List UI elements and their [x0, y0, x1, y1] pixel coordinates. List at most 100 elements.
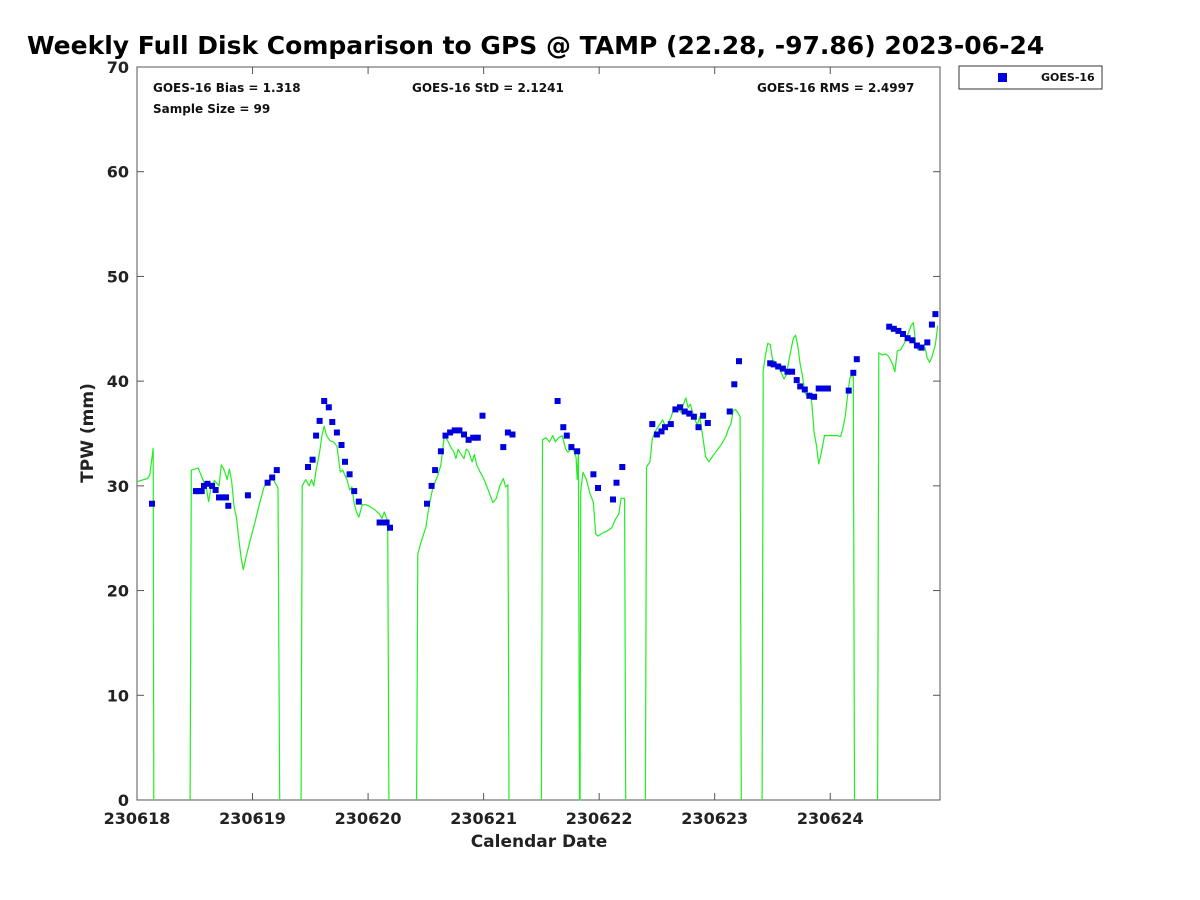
goes16-point — [244, 492, 251, 499]
legend: GOES-16 — [958, 65, 1103, 90]
goes16-point — [767, 360, 774, 367]
goes16-point — [775, 363, 782, 370]
goes16-point — [264, 479, 271, 486]
goes16-point — [470, 434, 477, 441]
y-tick-label: 10 — [107, 686, 129, 705]
legend-label: GOES-16 — [1041, 71, 1095, 84]
gps-line-segment — [300, 425, 390, 801]
x-tick-label: 230622 — [566, 809, 633, 828]
goes16-point — [824, 385, 831, 392]
goes16-point — [700, 412, 707, 419]
goes16-point — [932, 311, 939, 318]
goes16-point — [432, 467, 439, 474]
x-tick-label: 230621 — [450, 809, 517, 828]
gps-line-segment — [540, 435, 627, 801]
goes16-point — [216, 494, 222, 501]
goes16-point — [779, 365, 786, 372]
goes16-point — [333, 429, 340, 436]
goes16-point — [845, 387, 852, 394]
goes16-point — [456, 427, 463, 434]
goes16-point — [610, 496, 616, 503]
goes16-point — [784, 368, 791, 375]
goes16-point — [346, 471, 353, 478]
goes16-point — [305, 464, 311, 470]
y-tick-label: 40 — [107, 372, 129, 391]
goes16-point — [554, 398, 561, 404]
goes16-point — [690, 413, 697, 420]
y-tick-label: 50 — [107, 267, 129, 286]
goes16-point — [342, 458, 348, 465]
goes16-point — [273, 467, 280, 474]
goes16-point — [212, 487, 219, 493]
goes16-point — [309, 456, 316, 463]
goes16-point — [442, 432, 449, 439]
stat-sample-size: Sample Size = 99 — [153, 102, 270, 116]
gps-line-segment — [644, 397, 742, 801]
goes16-point — [726, 408, 733, 415]
goes16-point — [437, 448, 444, 455]
gps-series — [136, 321, 939, 801]
goes16-point — [681, 408, 688, 415]
goes16-point — [815, 385, 822, 392]
goes16-point — [590, 471, 597, 478]
gps-line-segment — [761, 334, 856, 801]
goes16-point — [686, 410, 693, 417]
goes16-point — [355, 498, 362, 505]
goes16-point — [316, 417, 323, 424]
y-axis-label: TPW (mm) — [78, 383, 98, 483]
goes16-point — [731, 381, 738, 388]
goes16-point — [500, 444, 507, 451]
x-axis-label: Calendar Date — [471, 832, 608, 852]
goes16-point — [913, 342, 920, 349]
goes16-point — [574, 448, 581, 455]
goes16-series — [149, 311, 939, 531]
goes16-point — [201, 482, 207, 489]
goes16-point — [613, 479, 620, 486]
y-tick-label: 70 — [107, 58, 129, 77]
goes16-point — [595, 485, 601, 491]
goes16-point — [928, 321, 935, 328]
y-tick-label: 30 — [107, 477, 129, 496]
goes16-point — [383, 519, 390, 526]
goes16-point — [677, 404, 683, 411]
goes16-point — [338, 442, 345, 448]
goes16-point — [789, 368, 796, 375]
x-tick-label: 230618 — [104, 809, 171, 828]
goes16-point — [904, 335, 911, 342]
goes16-point — [313, 432, 320, 439]
goes16-point — [619, 464, 626, 470]
goes16-point — [568, 444, 575, 451]
goes16-point — [219, 494, 226, 501]
goes16-point — [198, 488, 205, 495]
x-tick-label: 230619 — [219, 809, 286, 828]
goes16-point — [269, 474, 276, 481]
goes16-point — [820, 385, 827, 392]
goes16-point — [447, 429, 454, 436]
goes16-point — [672, 406, 679, 413]
goes16-point — [504, 429, 511, 436]
chart-title: Weekly Full Disk Comparison to GPS @ TAM… — [27, 31, 1044, 60]
goes16-point — [797, 383, 804, 390]
goes16-point — [806, 392, 813, 399]
gps-line-segment — [189, 464, 281, 801]
goes16-point — [649, 421, 656, 428]
plot-area — [136, 66, 941, 801]
legend-box — [958, 65, 1103, 90]
goes16-point — [479, 412, 486, 419]
goes16-point — [695, 424, 702, 431]
goes16-point — [909, 337, 916, 344]
goes16-point — [770, 361, 777, 368]
goes16-point — [387, 524, 393, 531]
goes16-point — [351, 488, 358, 495]
plot-frame — [136, 66, 941, 801]
goes16-point — [658, 428, 665, 435]
goes16-point — [149, 500, 155, 507]
goes16-point — [380, 519, 387, 526]
goes16-point — [209, 482, 216, 489]
y-tick-label: 20 — [107, 582, 129, 601]
y-tick-label: 0 — [118, 791, 129, 810]
goes16-point — [704, 420, 711, 426]
goes16-point — [924, 339, 931, 346]
goes16-point — [195, 488, 202, 495]
